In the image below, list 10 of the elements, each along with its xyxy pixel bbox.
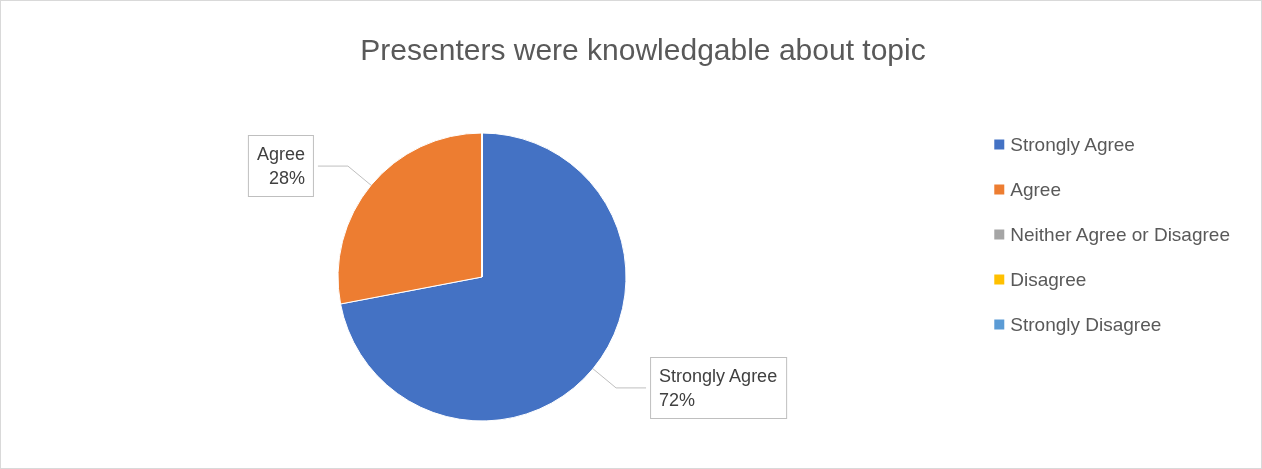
legend-label: Strongly Disagree (1010, 314, 1162, 335)
chart-title: Presenters were knowledgable about topic (360, 32, 926, 66)
legend-label: Strongly Agree (1010, 134, 1135, 155)
legend-label: Disagree (1010, 269, 1087, 290)
slice-label: Strongly Agree (659, 365, 778, 386)
legend-label: Neither Agree or Disagree (1010, 224, 1230, 245)
data-label: 72% (659, 389, 696, 410)
legend-label: Agree (1010, 179, 1061, 200)
slice-label: Agree (256, 144, 305, 165)
data-label: 28% (268, 168, 305, 189)
